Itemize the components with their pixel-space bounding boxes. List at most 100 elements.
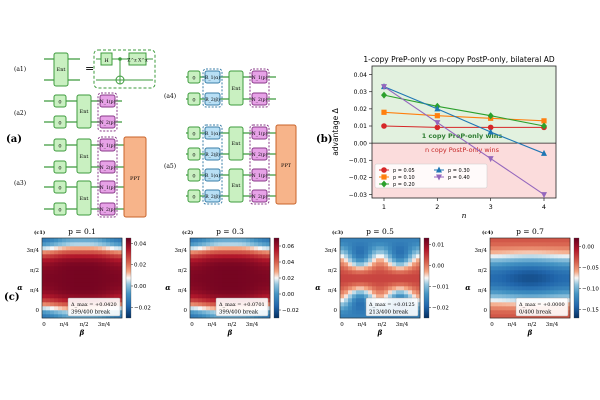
heatmap-cell [74, 254, 79, 259]
heatmap-cell [340, 246, 345, 251]
heatmap-cell [384, 294, 389, 299]
heatmap-cell [74, 282, 79, 287]
heatmap-cell [368, 294, 373, 299]
y-axis-label: α [165, 283, 171, 292]
annotation-box [365, 297, 419, 317]
heatmap-cell [498, 290, 503, 295]
heatmap-cell [246, 262, 251, 267]
heatmap-cell [54, 274, 59, 279]
heatmap-cell [562, 242, 567, 247]
heatmap-cell [206, 290, 211, 295]
legend-marker [381, 167, 387, 173]
heatmap-cell [42, 310, 47, 315]
series-line [383, 111, 545, 122]
heatmap-cell [558, 290, 563, 295]
heatmap-cell [542, 254, 547, 259]
heatmap-cell [506, 298, 511, 303]
heatmap-cell [230, 262, 235, 267]
heatmap-cell [498, 258, 503, 263]
heatmap-cell [70, 282, 75, 287]
heatmap-cell [514, 282, 519, 287]
heatmap-cell [266, 246, 271, 251]
heatmap-cell [222, 258, 227, 263]
heatmap-cell [90, 278, 95, 283]
heatmap-cell [522, 278, 527, 283]
heatmap-cell [372, 242, 377, 247]
heatmap-cell [502, 262, 507, 267]
heatmap-cell [522, 242, 527, 247]
heatmap-cell [206, 298, 211, 303]
heatmap-cell [380, 290, 385, 295]
heatmap-cell [62, 270, 67, 275]
heatmap-cell [376, 246, 381, 251]
heatmap-cell [538, 266, 543, 271]
heatmap-cell [54, 298, 59, 303]
heatmap-cell [82, 266, 87, 271]
heatmap-cell [498, 314, 503, 319]
heatmap-cell [534, 246, 539, 251]
x-axis-label: β [227, 328, 233, 337]
heatmap-cell [46, 274, 51, 279]
heatmap-cell [230, 274, 235, 279]
heatmap-cell [58, 266, 63, 271]
heatmap-cell [70, 258, 75, 263]
heatmap-cell [550, 242, 555, 247]
heatmap-cell [222, 274, 227, 279]
heatmap-cell [364, 294, 369, 299]
heatmap-cell [530, 266, 535, 271]
heatmap-cell [258, 242, 263, 247]
heatmap-cell [102, 254, 107, 259]
heatmap-cell [490, 306, 495, 311]
colorbar-tick-label: −0.02 [134, 305, 151, 311]
x-tick-label: π/4 [208, 322, 217, 328]
heatmap-cell [510, 262, 515, 267]
heatmap-cell [98, 242, 103, 247]
heatmap-cell [372, 258, 377, 263]
series-line [383, 86, 545, 154]
heatmap-cell [46, 294, 51, 299]
heatmap-cell [110, 246, 115, 251]
heatmap-cell [542, 266, 547, 271]
heatmap-cell [246, 242, 251, 247]
heatmap-cell [250, 266, 255, 271]
zero-state-label: 0 [58, 166, 61, 172]
heatmap-cell [266, 242, 271, 247]
heatmap-cell [262, 278, 267, 283]
heatmap-cell [258, 294, 263, 299]
heatmap-cell [368, 286, 373, 291]
heatmap-cell [234, 270, 239, 275]
heatmap-cell [554, 238, 559, 243]
heatmap-cell [198, 246, 203, 251]
y-axis-label: advantage Δ [331, 107, 340, 155]
data-point [541, 192, 547, 199]
heatmap-cell [526, 290, 531, 295]
x-tick-label: 2 [435, 203, 439, 211]
heatmap-cell [222, 246, 227, 251]
heatmap-cell [360, 298, 365, 303]
heatmap-panel-label: (c3) [332, 229, 343, 236]
heatmap-cell [82, 250, 87, 255]
heatmap-cell [250, 246, 255, 251]
heatmap-cell [210, 314, 215, 319]
y-tick-label: π/4 [328, 288, 337, 294]
heatmap-cell [194, 310, 199, 315]
heatmap-cell [226, 242, 231, 247]
data-point [381, 91, 387, 99]
heatmap-cell [344, 270, 349, 275]
heatmap-cell [408, 266, 413, 271]
heatmap-cell [376, 278, 381, 283]
heatmap-cell [218, 290, 223, 295]
heatmap-cell [198, 286, 203, 291]
heatmap-cell [206, 238, 211, 243]
heatmap-cell [118, 282, 123, 287]
heatmap-cell [372, 282, 377, 287]
heatmap-cell [86, 278, 91, 283]
heatmap-cell [412, 290, 417, 295]
heatmap-cell [254, 274, 259, 279]
heatmap-cell [514, 314, 519, 319]
heatmap-cell [102, 262, 107, 267]
heatmap-cell [558, 262, 563, 267]
heatmap-cell [550, 274, 555, 279]
heatmap-cell [356, 270, 361, 275]
x-tick-label: π/2 [80, 322, 89, 328]
